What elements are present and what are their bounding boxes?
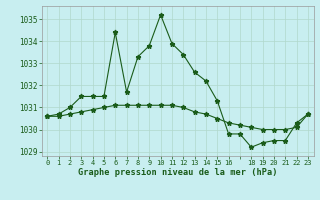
X-axis label: Graphe pression niveau de la mer (hPa): Graphe pression niveau de la mer (hPa) [78, 168, 277, 177]
